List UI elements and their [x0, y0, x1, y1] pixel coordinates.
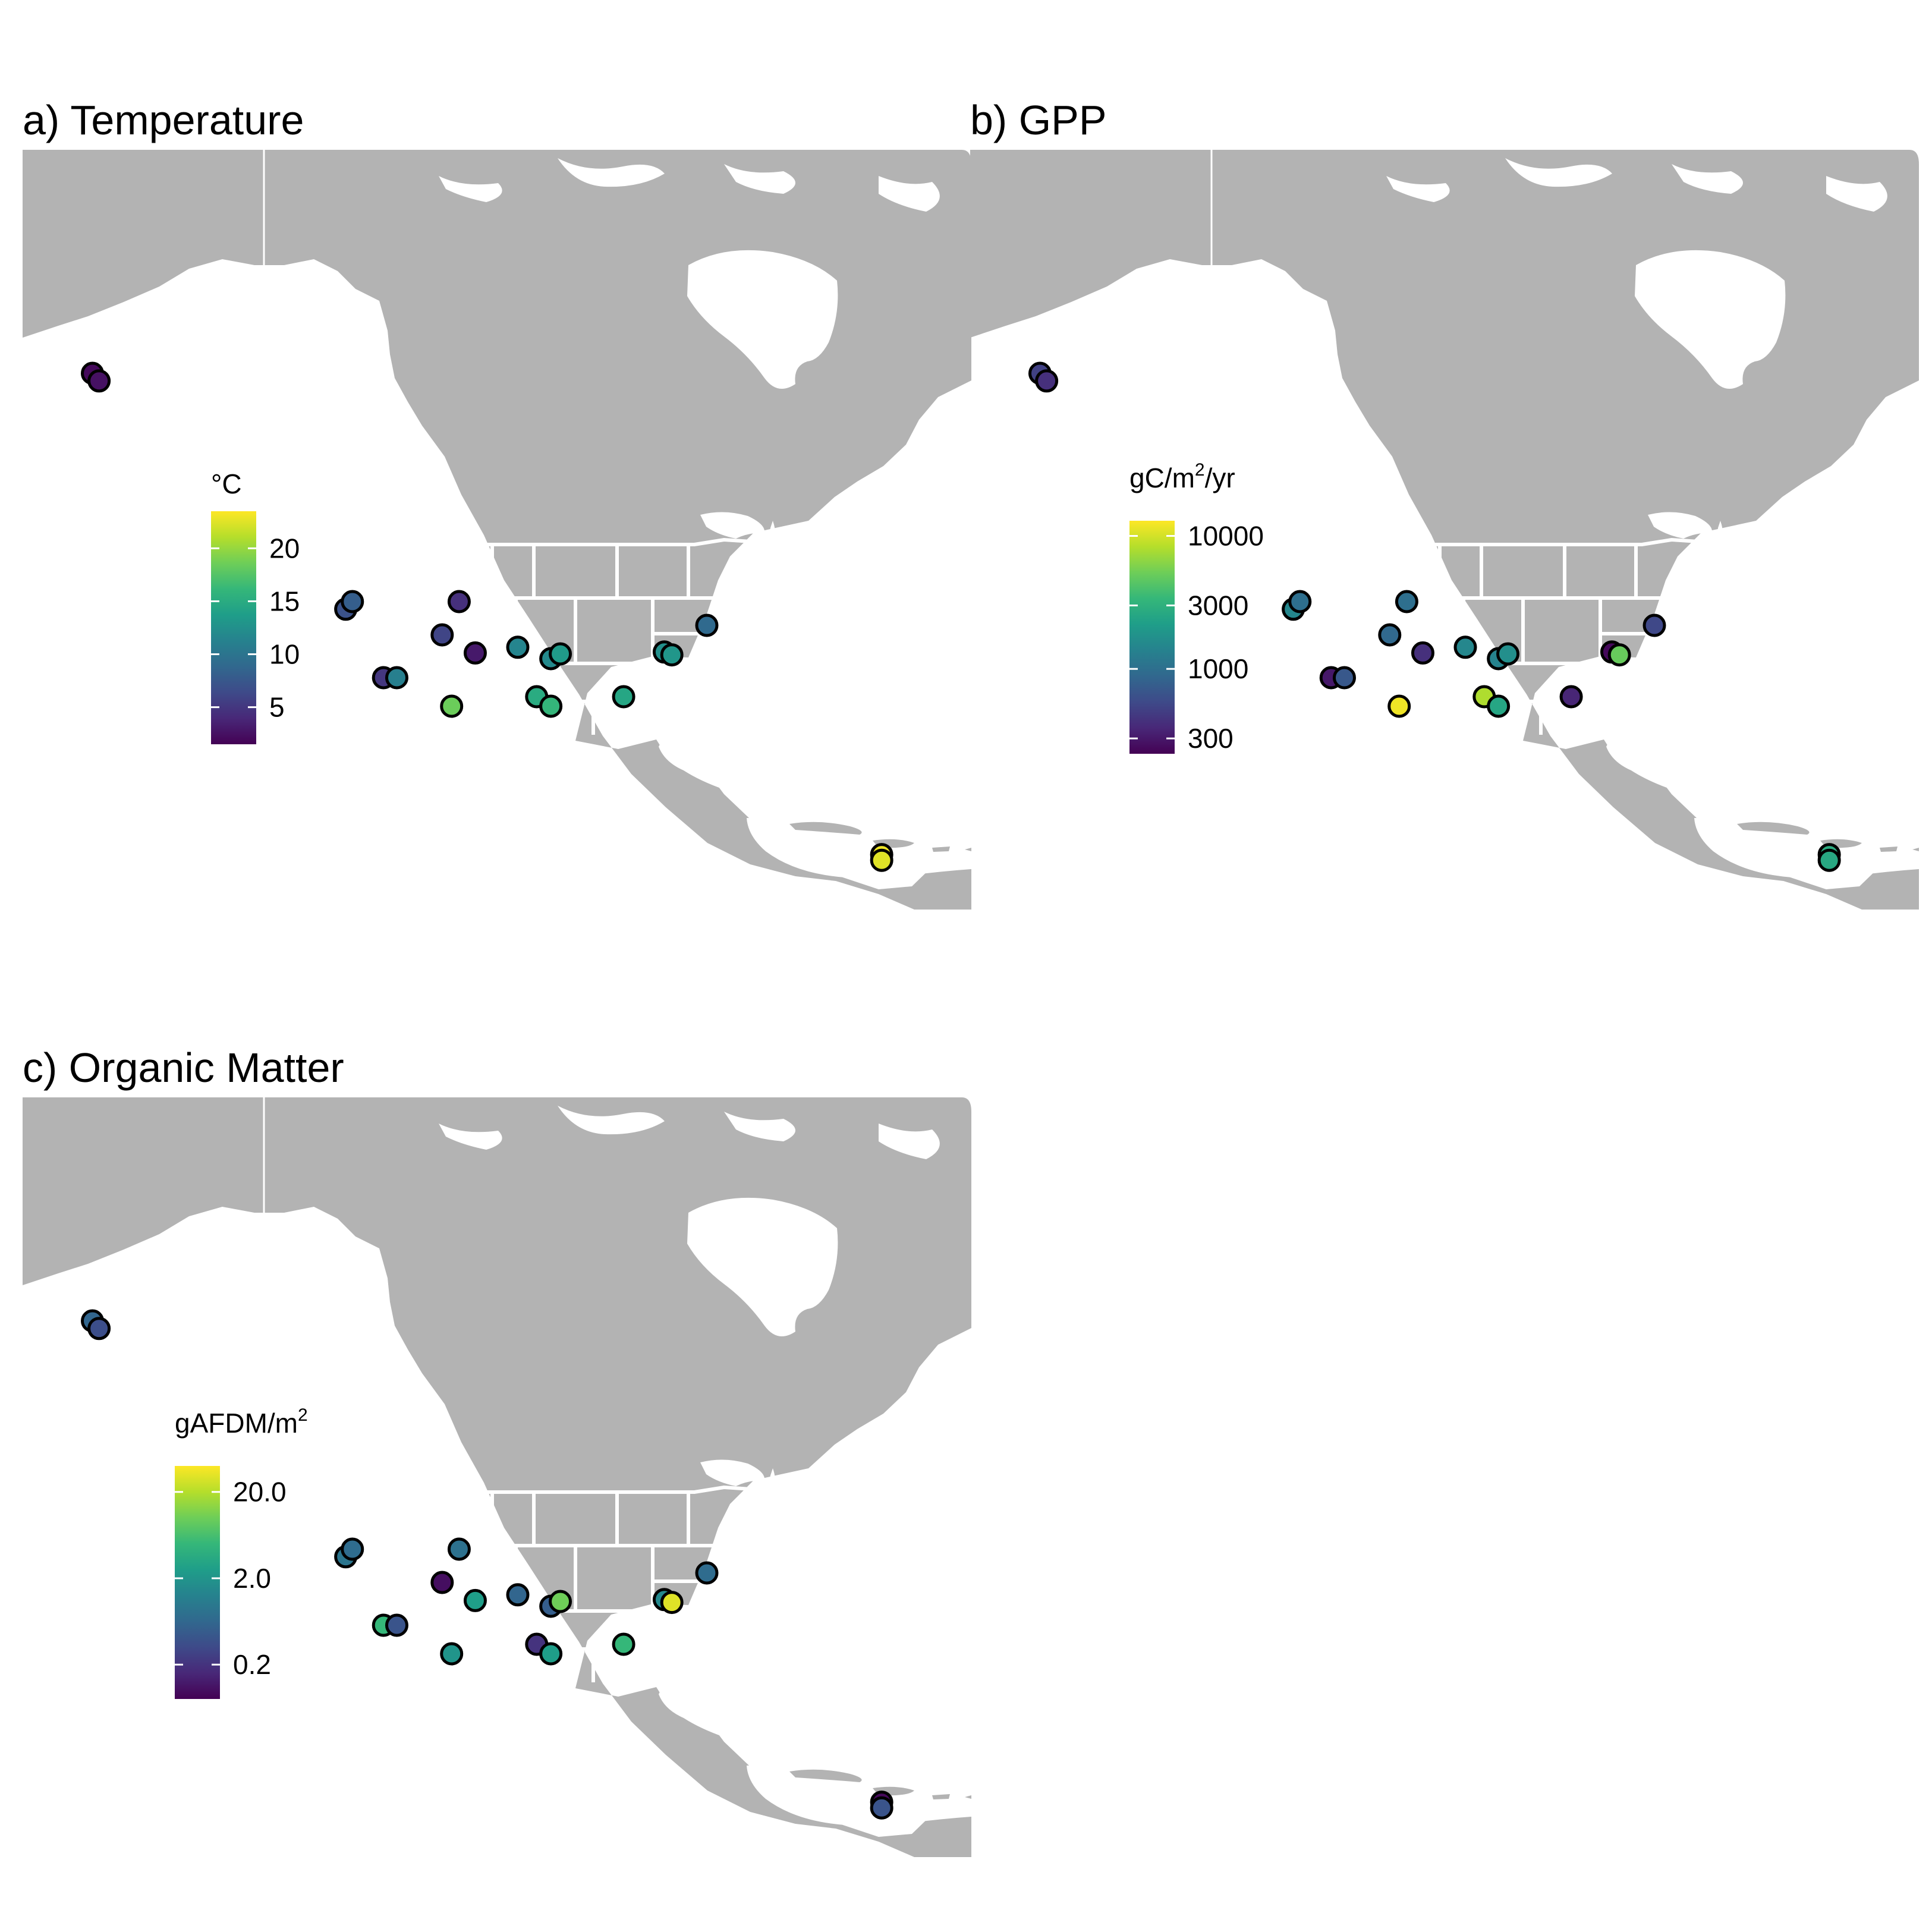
site-marker: [612, 685, 635, 709]
site-marker: [430, 1571, 454, 1594]
colorbar-tick-label: 3000: [1188, 590, 1248, 621]
site-marker: [87, 1317, 111, 1341]
colorbar: [175, 1466, 220, 1699]
site-marker: [539, 694, 563, 718]
site-markers: [81, 1309, 893, 1820]
site-marker: [385, 1613, 408, 1637]
site-marker: [1453, 635, 1477, 659]
site-marker: [440, 694, 464, 718]
colorbar-tick-label: 5: [269, 692, 285, 723]
panel-c-title: c) Organic Matter: [23, 1044, 344, 1091]
legend-title: °C: [211, 468, 242, 499]
colorbar-tick-label: 20: [269, 533, 300, 564]
site-marker: [430, 623, 454, 647]
site-marker: [695, 613, 719, 637]
legend-title: gAFDM/m2: [175, 1405, 308, 1439]
basemap: [23, 150, 971, 910]
site-marker: [695, 1561, 719, 1585]
legend-title-sup: 2: [298, 1405, 308, 1425]
panel-b-title: b) GPP: [970, 97, 1107, 143]
site-marker: [539, 1642, 563, 1666]
site-marker: [870, 848, 893, 872]
site-marker: [1487, 694, 1511, 718]
colorbar-tick-label: 10000: [1188, 520, 1264, 551]
colorbar-tick-label: 2.0: [233, 1563, 271, 1594]
panel-a-title: a) Temperature: [23, 97, 304, 143]
site-marker: [1332, 666, 1356, 690]
site-marker: [1607, 643, 1631, 667]
site-marker: [341, 1537, 364, 1561]
site-marker: [447, 1537, 471, 1561]
site-marker: [385, 666, 408, 690]
legend-title-sup: 2: [1195, 460, 1205, 480]
site-marker: [1378, 623, 1402, 647]
colorbar-tick-label: 1000: [1188, 653, 1248, 684]
site-marker: [463, 641, 487, 665]
legend-title: gC/m2/yr: [1129, 460, 1235, 493]
site-marker: [1288, 590, 1312, 613]
legend-title-base: gC/m: [1129, 462, 1195, 493]
site-markers: [1028, 361, 1841, 872]
site-marker: [463, 1588, 487, 1612]
site-marker: [660, 1591, 684, 1615]
site-marker: [1411, 641, 1434, 665]
site-marker: [1395, 590, 1418, 613]
legend-title-base: gAFDM/m: [175, 1408, 298, 1439]
site-marker: [1496, 642, 1520, 666]
site-marker: [87, 369, 111, 393]
colorbar-tick-label: 0.2: [233, 1649, 271, 1680]
site-marker: [1559, 685, 1583, 709]
colorbar: [211, 511, 256, 744]
site-marker: [660, 643, 684, 667]
colorbar: [1129, 521, 1175, 754]
legend-title-tail: /yr: [1205, 462, 1235, 493]
site-marker: [549, 1590, 572, 1613]
site-marker: [506, 1583, 530, 1607]
site-marker: [440, 1642, 464, 1666]
site-marker: [341, 590, 364, 613]
temperature-map-panel: [23, 150, 971, 910]
temperature-legend: °C 5 10 15 20: [211, 468, 300, 744]
site-marker: [549, 642, 572, 666]
colorbar-tick-label: 20.0: [233, 1477, 287, 1508]
site-marker: [870, 1796, 893, 1820]
colorbar-tick-label: 300: [1188, 723, 1234, 754]
colorbar-tick-label: 15: [269, 586, 300, 616]
site-marker: [1817, 848, 1841, 872]
gpp-map-panel: [970, 150, 1919, 910]
gpp-legend: gC/m2/yr 300 1000 3000 10000: [1129, 460, 1264, 754]
organic-matter-map-panel: [23, 1097, 971, 1857]
site-marker: [506, 635, 530, 659]
site-marker: [612, 1632, 635, 1656]
site-marker: [1035, 369, 1059, 393]
site-marker: [447, 590, 471, 613]
basemap: [23, 1097, 971, 1857]
organic-matter-legend: gAFDM/m2 0.2 2.0 20.0: [175, 1405, 308, 1699]
basemap: [970, 150, 1919, 910]
site-marker: [1387, 694, 1411, 718]
site-marker: [1642, 613, 1666, 637]
site-markers: [81, 361, 893, 872]
colorbar-tick-label: 10: [269, 639, 300, 670]
